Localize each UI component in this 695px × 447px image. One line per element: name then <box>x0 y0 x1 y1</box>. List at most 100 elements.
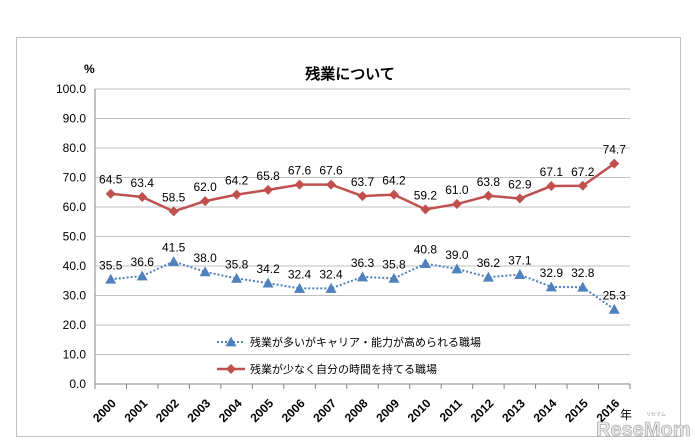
x-tick-label: 2004 <box>216 396 245 425</box>
data-point-marker <box>483 190 494 201</box>
data-point-marker <box>388 189 399 200</box>
data-point-marker <box>231 189 242 200</box>
series-layer <box>105 158 620 314</box>
data-label: 37.1 <box>508 254 532 268</box>
data-point-marker <box>357 271 368 282</box>
legend-label-1: 残業が多いがキャリア・能力が高められる職場 <box>250 335 481 349</box>
data-label: 40.8 <box>414 243 438 257</box>
data-point-marker <box>357 191 368 202</box>
data-point-marker <box>546 181 557 192</box>
data-point-marker <box>168 256 180 266</box>
x-tick-label: 2007 <box>310 396 339 425</box>
data-label: 67.2 <box>571 165 595 179</box>
data-point-marker <box>226 364 236 374</box>
data-point-marker <box>609 158 620 169</box>
chart-frame <box>16 37 681 437</box>
y-tick-label: 0.0 <box>69 377 86 391</box>
data-label: 36.3 <box>351 256 375 270</box>
data-label: 34.2 <box>256 262 280 276</box>
x-tick-label: 2014 <box>531 396 560 425</box>
data-label: 32.8 <box>571 266 595 280</box>
data-label: 58.5 <box>162 190 186 204</box>
data-point-marker <box>545 281 557 292</box>
data-label: 74.7 <box>603 143 627 157</box>
data-point-marker <box>514 269 526 279</box>
data-point-marker <box>482 271 494 282</box>
x-tick-label: 2006 <box>279 396 308 425</box>
data-label: 67.6 <box>319 164 343 178</box>
data-label: 25.3 <box>603 288 627 302</box>
y-tick-label: 20.0 <box>63 318 87 332</box>
data-label: 67.6 <box>288 164 312 178</box>
y-tick-label: 50.0 <box>63 230 87 244</box>
data-label: 35.8 <box>382 257 406 271</box>
data-labels: 35.5 36.6 41.5 38.0 35.8 34.2 32.4 32.4 36.3 35.8… <box>99 143 626 303</box>
data-point-marker <box>294 179 305 190</box>
watermark-subtext: リセマム <box>646 412 666 418</box>
x-tick-label: 2009 <box>373 396 402 425</box>
data-point-marker <box>451 263 463 274</box>
data-label: 39.0 <box>445 248 469 262</box>
data-point-marker <box>577 180 588 191</box>
data-point-marker <box>420 204 431 215</box>
x-tick-label: 2010 <box>405 396 434 425</box>
y-tick-label: 10.0 <box>63 348 87 362</box>
data-point-marker <box>137 191 148 202</box>
data-label: 62.0 <box>193 180 217 194</box>
data-label: 59.2 <box>414 188 438 202</box>
data-label: 67.1 <box>540 165 564 179</box>
x-tick-label: 2013 <box>499 396 528 425</box>
y-tick-label: 70.0 <box>63 171 87 185</box>
data-label: 63.7 <box>351 175 375 189</box>
data-point-marker <box>168 206 179 217</box>
data-point-marker <box>105 188 116 199</box>
data-label: 62.9 <box>508 177 532 191</box>
chart-title: 残業について <box>305 65 395 83</box>
data-label: 65.8 <box>256 169 280 183</box>
data-label: 36.2 <box>477 256 501 270</box>
x-tick-label: 2001 <box>122 396 151 425</box>
data-point-marker <box>199 266 211 277</box>
data-label: 64.2 <box>382 174 406 188</box>
y-tick-label: 40.0 <box>63 259 87 273</box>
data-label: 38.0 <box>193 251 217 265</box>
data-label: 64.2 <box>225 174 249 188</box>
x-tick-label: 2000 <box>90 396 119 425</box>
data-point-marker <box>200 196 211 207</box>
data-point-marker <box>451 199 462 210</box>
data-point-marker <box>225 336 237 347</box>
data-label: 63.8 <box>477 175 501 189</box>
y-tick-label: 80.0 <box>63 141 87 155</box>
data-label: 61.0 <box>445 183 469 197</box>
data-label: 63.4 <box>131 176 155 190</box>
legend-label-2: 残業が少なく自分の時間を持てる職場 <box>250 362 437 376</box>
data-point-marker <box>263 184 274 195</box>
x-tick-label: 2008 <box>342 396 371 425</box>
data-label: 36.6 <box>131 255 155 269</box>
data-label: 32.9 <box>540 266 564 280</box>
y-tick-label: 30.0 <box>63 289 87 303</box>
x-tick-label: 2005 <box>247 396 276 425</box>
data-point-marker <box>262 277 274 288</box>
watermark: ReseMom リセマム <box>596 412 691 441</box>
data-point-marker <box>577 281 589 292</box>
data-point-marker <box>325 282 337 293</box>
y-tick-label: 60.0 <box>63 200 87 214</box>
x-tick-label: 2011 <box>437 396 466 425</box>
data-point-marker <box>419 258 431 269</box>
y-tick-label: 100.0 <box>56 82 86 96</box>
data-label: 32.4 <box>288 267 312 281</box>
y-tick-label: 90.0 <box>63 112 87 126</box>
y-axis-unit-label: % <box>84 62 95 76</box>
x-tick-label: 2012 <box>468 396 497 425</box>
data-point-marker <box>105 273 117 284</box>
data-point-marker <box>326 179 337 190</box>
x-tick-label: 2002 <box>153 396 182 425</box>
watermark-text: ReseMom <box>596 419 690 441</box>
data-point-marker <box>294 282 306 293</box>
data-point-marker <box>231 272 243 283</box>
x-tick-label: 2015 <box>562 396 591 425</box>
data-label: 64.5 <box>99 173 123 187</box>
